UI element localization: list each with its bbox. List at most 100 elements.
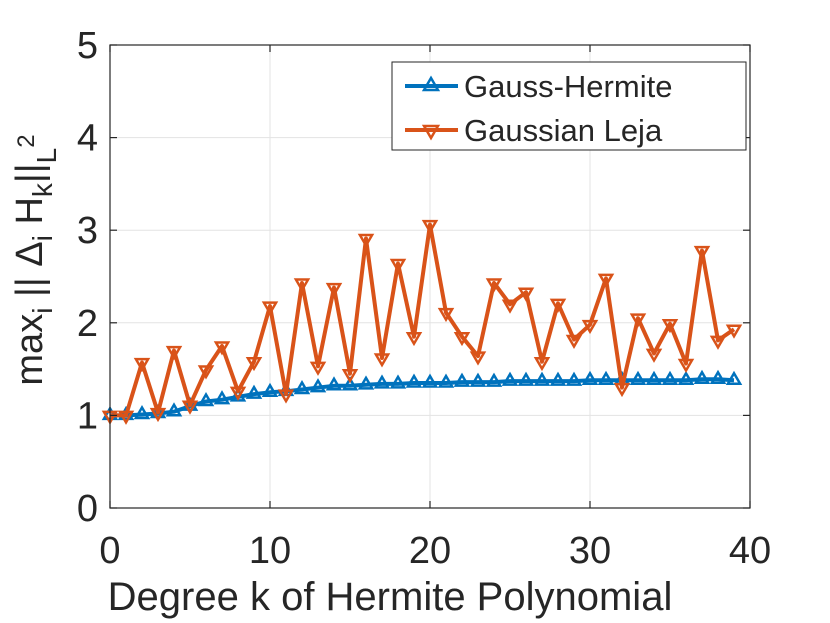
legend-label: Gauss-Hermite bbox=[464, 69, 672, 104]
data-point bbox=[645, 370, 663, 385]
data-point bbox=[693, 245, 711, 261]
x-tick-label: 30 bbox=[569, 530, 611, 572]
y-axis-label: maxi || Δi Hk||L2 bbox=[9, 134, 62, 385]
series-layer bbox=[101, 219, 743, 425]
data-point bbox=[421, 219, 439, 235]
y-tick-label: 2 bbox=[77, 303, 98, 345]
data-point bbox=[197, 392, 215, 407]
x-tick-label: 20 bbox=[409, 530, 451, 572]
y-tick-label: 0 bbox=[77, 488, 98, 530]
data-point bbox=[277, 389, 295, 404]
data-point bbox=[261, 301, 279, 316]
legend-marker bbox=[421, 75, 441, 92]
data-point bbox=[309, 361, 327, 376]
data-point bbox=[437, 373, 455, 388]
data-point bbox=[245, 384, 263, 399]
data-point bbox=[165, 402, 183, 417]
x-tick-label: 40 bbox=[729, 530, 771, 572]
data-point bbox=[645, 348, 663, 363]
data-point bbox=[629, 313, 647, 328]
legend-item: Gaussian Leja bbox=[405, 113, 663, 148]
data-point bbox=[517, 287, 535, 302]
data-point bbox=[213, 390, 231, 405]
data-point bbox=[165, 345, 183, 361]
data-point bbox=[517, 371, 535, 386]
data-point bbox=[405, 331, 423, 347]
data-point bbox=[117, 410, 135, 425]
data-point bbox=[725, 370, 743, 385]
data-point bbox=[373, 353, 391, 368]
data-point bbox=[661, 318, 679, 334]
series-gauss-hermite bbox=[101, 369, 743, 421]
y-tick-label: 1 bbox=[77, 395, 98, 437]
data-point bbox=[389, 258, 407, 274]
axis-ticks bbox=[109, 44, 751, 509]
series-gaussian-leja bbox=[101, 219, 743, 425]
data-point bbox=[309, 378, 327, 393]
data-point bbox=[469, 351, 487, 366]
data-point bbox=[485, 278, 503, 293]
data-point bbox=[405, 373, 423, 388]
data-point bbox=[133, 404, 151, 420]
data-point bbox=[213, 341, 231, 356]
data-point bbox=[341, 368, 359, 384]
data-point bbox=[373, 374, 391, 389]
data-point bbox=[357, 375, 375, 390]
data-point bbox=[709, 369, 727, 385]
legend-label: Gaussian Leja bbox=[464, 113, 663, 148]
data-point bbox=[325, 282, 343, 298]
data-point bbox=[597, 273, 615, 288]
data-point bbox=[661, 370, 679, 385]
data-point bbox=[197, 365, 215, 380]
data-point bbox=[149, 404, 167, 419]
data-point bbox=[261, 382, 279, 397]
x-tick-label: 0 bbox=[99, 530, 120, 572]
legend: Gauss-Hermite Gaussian Leja bbox=[391, 61, 747, 151]
data-point bbox=[453, 372, 471, 387]
x-tick-label: 10 bbox=[249, 530, 291, 572]
data-point bbox=[501, 371, 519, 386]
y-tick-label: 5 bbox=[77, 25, 98, 67]
data-point bbox=[693, 369, 711, 385]
data-point bbox=[229, 386, 247, 401]
data-point bbox=[453, 331, 471, 347]
data-point bbox=[565, 371, 583, 386]
data-point bbox=[565, 334, 583, 349]
data-point bbox=[293, 379, 311, 395]
data-point bbox=[389, 374, 407, 389]
data-point bbox=[581, 370, 599, 385]
series-line bbox=[110, 377, 735, 418]
data-point bbox=[677, 358, 695, 374]
data-point bbox=[133, 357, 151, 373]
data-point bbox=[469, 372, 487, 387]
series-line bbox=[110, 222, 736, 418]
data-point bbox=[533, 356, 551, 372]
data-point bbox=[293, 278, 311, 293]
data-point bbox=[613, 382, 631, 398]
data-point bbox=[549, 298, 567, 313]
data-point bbox=[581, 319, 599, 335]
y-tick-label: 4 bbox=[77, 118, 98, 160]
data-point bbox=[437, 307, 455, 323]
data-point bbox=[597, 370, 615, 385]
legend-item: Gauss-Hermite bbox=[405, 69, 672, 104]
data-point bbox=[677, 370, 695, 385]
data-point bbox=[181, 396, 199, 411]
data-point bbox=[325, 376, 343, 391]
x-axis-label: Degree k of Hermite Polynomial bbox=[108, 575, 673, 619]
data-point bbox=[149, 407, 167, 423]
data-point bbox=[629, 370, 647, 385]
data-point bbox=[549, 371, 567, 386]
data-point bbox=[485, 372, 503, 387]
data-point bbox=[341, 376, 359, 391]
tick-labels: 0 10 20 30 40 0 1 2 3 4 5 bbox=[77, 25, 771, 572]
data-point bbox=[501, 299, 519, 314]
data-point bbox=[421, 373, 439, 388]
data-point bbox=[357, 233, 375, 249]
data-point bbox=[533, 371, 551, 386]
data-point bbox=[709, 335, 727, 350]
data-point bbox=[725, 324, 743, 339]
y-tick-label: 3 bbox=[77, 210, 98, 252]
data-point bbox=[245, 356, 263, 372]
